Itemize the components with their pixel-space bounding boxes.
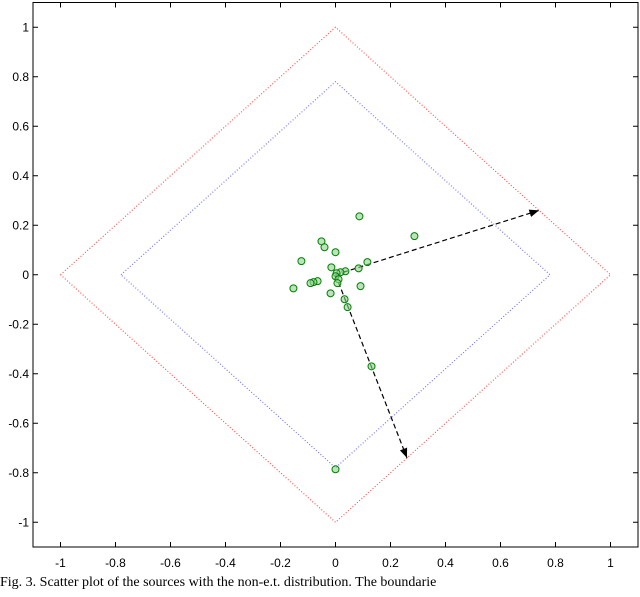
point xyxy=(410,232,419,241)
y-tick-label: -1 xyxy=(18,515,29,529)
point xyxy=(306,279,315,288)
x-tick-label: -1 xyxy=(55,556,66,570)
caption: Fig. 3. Scatter plot of the sources with… xyxy=(0,575,436,590)
y-tick-label: 0.4 xyxy=(12,169,29,183)
x-tick-label: 0.6 xyxy=(492,556,509,570)
point xyxy=(343,303,352,312)
y-tick-label: 0 xyxy=(22,268,29,282)
point xyxy=(327,263,336,272)
point xyxy=(367,362,376,371)
y-tick-label: -0.4 xyxy=(8,367,29,381)
y-tick-label: 0.8 xyxy=(12,70,29,84)
x-tick-label: 0.4 xyxy=(437,556,454,570)
x-tick-label: 1 xyxy=(607,556,614,570)
point xyxy=(331,248,340,257)
y-tick-label: 1 xyxy=(22,20,29,34)
x-tick-label: -0.2 xyxy=(270,556,291,570)
point xyxy=(289,284,298,293)
x-tick-label: 0 xyxy=(332,556,339,570)
x-tick-label: 0.2 xyxy=(382,556,399,570)
x-tick-label: 0.8 xyxy=(547,556,564,570)
y-tick-label: -0.6 xyxy=(8,416,29,430)
point xyxy=(356,282,365,291)
point xyxy=(363,258,372,267)
x-tick-label: -0.6 xyxy=(160,556,181,570)
boundary xyxy=(60,26,612,524)
x-tick-label: -0.8 xyxy=(105,556,126,570)
y-tick-label: -0.8 xyxy=(8,466,29,480)
boundary xyxy=(120,80,551,469)
point xyxy=(340,295,349,304)
point xyxy=(297,257,306,266)
point xyxy=(354,264,363,273)
x-tick-label: -0.4 xyxy=(215,556,236,570)
y-tick-label: -0.2 xyxy=(8,317,29,331)
point xyxy=(333,279,342,288)
point xyxy=(320,243,329,252)
point xyxy=(326,289,335,298)
point xyxy=(331,465,340,474)
point xyxy=(355,212,364,221)
y-tick-label: 0.2 xyxy=(12,218,29,232)
y-tick-label: 0.6 xyxy=(12,119,29,133)
